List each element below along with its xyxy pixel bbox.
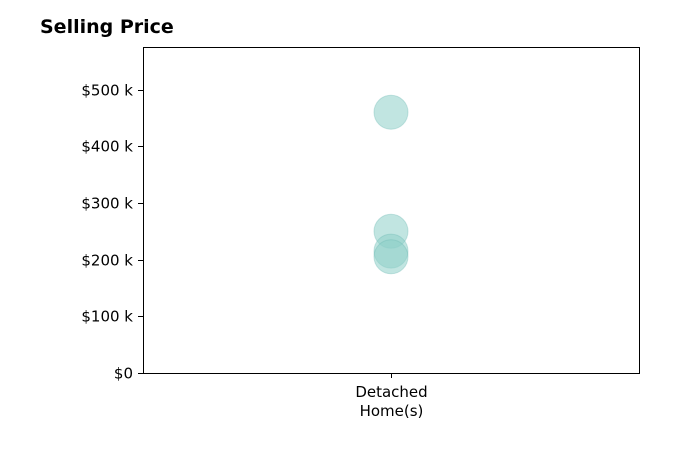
data-points <box>373 94 409 275</box>
y-tick-label: $400 k <box>81 138 133 156</box>
data-point <box>373 94 409 130</box>
x-axis: Detached Home(s) <box>355 373 428 420</box>
y-tick-label: $300 k <box>81 195 133 213</box>
chart-title: Selling Price <box>40 16 174 38</box>
y-axis: $0 $100 k $200 k $300 k $400 k $500 k <box>81 82 143 383</box>
y-tick-label: $200 k <box>81 252 133 270</box>
y-tick-label: $100 k <box>81 308 133 326</box>
y-tick-label: $500 k <box>81 82 133 100</box>
y-tick-label: $0 <box>114 365 133 383</box>
data-point <box>373 239 409 275</box>
x-tick-label: Detached Home(s) <box>355 383 427 420</box>
plot-area-frame <box>143 47 640 374</box>
